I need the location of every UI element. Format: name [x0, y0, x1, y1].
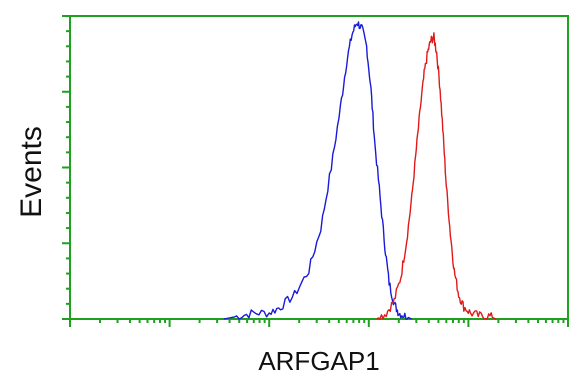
axis-ticks — [62, 15, 569, 327]
plot-frame — [69, 15, 569, 320]
y-axis-label: Events — [15, 126, 48, 218]
series-layer — [223, 21, 497, 320]
x-axis-label: ARFGAP1 — [258, 346, 379, 376]
histogram-series-2 — [376, 32, 497, 320]
histogram-series-1 — [223, 21, 413, 320]
